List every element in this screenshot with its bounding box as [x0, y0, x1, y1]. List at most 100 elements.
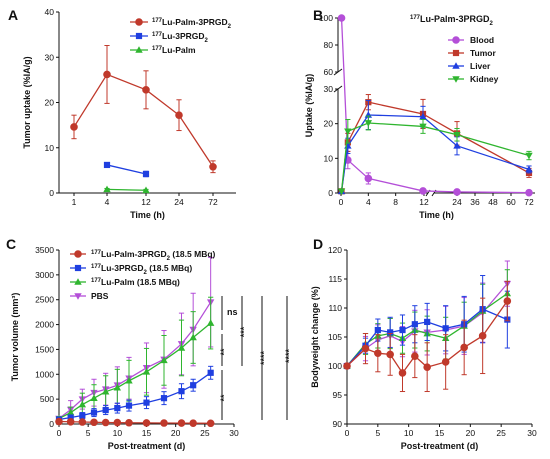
panel-d-letter: D	[313, 236, 323, 252]
panel-c-series-0-point-9	[177, 419, 186, 427]
panel-a-x-tick-label-2: 12	[141, 197, 151, 207]
panel-c-sig-label-5: ****	[284, 349, 294, 364]
panel-c-legend-label-1-rest: (18.5 MBq)	[147, 263, 193, 273]
panel-c-series-2-point-9	[177, 344, 186, 351]
panel-c-series-0	[55, 417, 215, 428]
panel-d-series-0-point-1	[361, 344, 370, 353]
panel-b-series-2-point-5	[525, 165, 533, 173]
panel-b-series-3	[337, 115, 533, 196]
panel-b-x-tick-label-4: 24	[452, 197, 462, 207]
panel-b-y-tick-label-2: 20	[324, 119, 334, 129]
panel-c-x-tick-label-4: 20	[171, 428, 181, 438]
panel-d-series-1-point-5	[411, 321, 418, 328]
panel-a-y-tick-label-1: 10	[45, 143, 55, 153]
panel-c-series-0-point-11	[206, 419, 215, 428]
panel-b-y-axis-label: Uptake (%IA/g)	[304, 74, 314, 138]
panel-b-x-axis-label: Time (h)	[419, 210, 454, 220]
panel-c-x-axis-label: Post-treatment (d)	[108, 441, 186, 451]
panel-d-series-1-point-6	[424, 318, 431, 326]
panel-a-letter: A	[8, 7, 18, 23]
panel-a-legend-label-2-main: Lu-Palm	[162, 45, 196, 55]
panel-a-series-1-point-0	[103, 161, 111, 169]
panel-c-x-tick-label-6: 30	[229, 428, 239, 438]
panel-d-x-tick-label-5: 25	[496, 428, 506, 438]
panel-b-y-tick-label-5: 80	[324, 40, 334, 50]
panel-c-y-axis-label: Tumor volume (mm³)	[10, 293, 20, 382]
panel-d-series-0-point-2	[374, 349, 382, 358]
panel-a-x-tick-label-0: 1	[72, 197, 77, 207]
panel-d-series-0-point-6	[423, 363, 431, 371]
panel-c-y-tick-label-5: 2500	[35, 295, 54, 305]
panel-c-legend-marker-2	[74, 278, 82, 285]
panel-c-series-1-point-9	[178, 388, 185, 395]
panel-c-series-1-point-5	[114, 404, 121, 412]
panel-a-series-2-line	[106, 188, 147, 191]
panel-a-series-1	[103, 161, 150, 178]
panel-c-legend-label-0-rest: (18.5 MBq)	[170, 249, 216, 259]
panel-b-x-tick-label-8: 72	[524, 197, 534, 207]
panel-c-series-2-point-3	[90, 394, 98, 401]
panel-a-series-2	[103, 185, 150, 194]
panel-c-x-tick-label-5: 25	[200, 428, 210, 438]
panel-d: D 90 95 100 105 110 115 120 0 5 10 15 20 25 30 Post-tre…	[310, 236, 537, 451]
panel-c-series-2-point-6	[125, 376, 133, 384]
panel-c-legend-label-0: 177Lu-Palm-3PRGD2 (18.5 MBq)	[91, 249, 216, 262]
panel-d-series-1-point-7	[442, 325, 449, 332]
panel-b-series-0-line	[340, 17, 530, 194]
panel-b-series-2-point-4	[453, 142, 461, 149]
panel-d-y-tick-label-2: 100	[328, 361, 342, 371]
panel-b-series-0-point-2	[364, 174, 373, 183]
panel-b-title-sub: 2	[490, 21, 494, 27]
panel-c-series-0-point-0	[55, 417, 63, 426]
panel-c-y-tick-label-3: 1500	[35, 344, 54, 354]
panel-b-x-tick-label-5: 36	[470, 197, 480, 207]
panel-b-title-main: Lu-Palm-3PRGD	[420, 14, 490, 24]
panel-c-legend-label-2-main: Lu-Palm	[101, 277, 135, 287]
panel-c-series-0-point-10	[189, 419, 197, 428]
panel-c-series-1-point-1	[67, 414, 74, 421]
panel-d-x-tick-label-2: 10	[404, 428, 414, 438]
panel-c-y-tick-label-4: 2000	[35, 320, 54, 330]
panel-d-series-0-point-5	[411, 352, 419, 360]
panel-b-y-tick-label-3: 30	[324, 84, 334, 94]
panel-b-series-0-point-0	[337, 14, 346, 22]
panel-b-series-3-line	[340, 122, 530, 192]
panel-b-x-tick-label-1: 4	[366, 197, 371, 207]
panel-c-x-tick-label-2: 10	[113, 428, 123, 438]
panel-b-series-0-point-4	[453, 188, 461, 196]
panel-c-letter: C	[6, 236, 16, 252]
panel-b-letter: B	[313, 7, 323, 23]
panel-b-x-tick-label-7: 60	[506, 197, 516, 207]
panel-c-series-1-point-11	[207, 369, 214, 376]
panel-a-legend-label-1-sup: 177	[152, 32, 163, 38]
panel-a-series-0-point-2	[142, 86, 150, 94]
panel-c-series-2-point-2	[78, 400, 87, 408]
panel-a-series-2-point-1	[142, 186, 150, 194]
panel-c-legend-label-0-sup: 177	[91, 250, 102, 256]
panel-b-series-3-point-0	[337, 188, 346, 196]
panel-d-series-1-point-3	[387, 329, 394, 336]
panel-a-x-axis-label: Time (h)	[130, 210, 165, 220]
panel-c-x-tick-label-3: 15	[142, 428, 152, 438]
panel-d-series-0-point-10	[503, 297, 512, 305]
panel-b-series-3-point-1	[344, 128, 352, 136]
panel-a-legend-label-1-main: Lu-3PRGD	[162, 31, 205, 41]
panel-a-x-tick-label-3: 24	[174, 197, 184, 207]
panel-c-series-1-point-10	[190, 382, 197, 389]
panel-d-y-tick-label-4: 110	[328, 303, 342, 313]
panel-a-series-1-point-1	[142, 170, 150, 178]
panel-c-sig-label-1: **	[219, 348, 229, 356]
panel-c-legend-label-3: PBS	[91, 291, 109, 301]
panel-d-x-tick-label-0: 0	[345, 428, 350, 438]
panel-c-series-1-point-8	[160, 395, 168, 402]
panel-c-y-tick-label-2: 1000	[35, 369, 54, 379]
panel-d-y-tick-label-1: 95	[333, 390, 343, 400]
panel-a-legend-marker-2	[135, 46, 143, 53]
panel-b-series-3-point-5	[525, 152, 533, 160]
panel-b-x-tick-label-0: 0	[339, 197, 344, 207]
panel-a: A 0 10 20 30 40 1 4 12 24 72 Time (h) Tumor uptake (…	[8, 7, 236, 220]
panel-d-series-0-point-3	[386, 350, 394, 359]
panel-c-series-0-point-6	[125, 418, 133, 427]
